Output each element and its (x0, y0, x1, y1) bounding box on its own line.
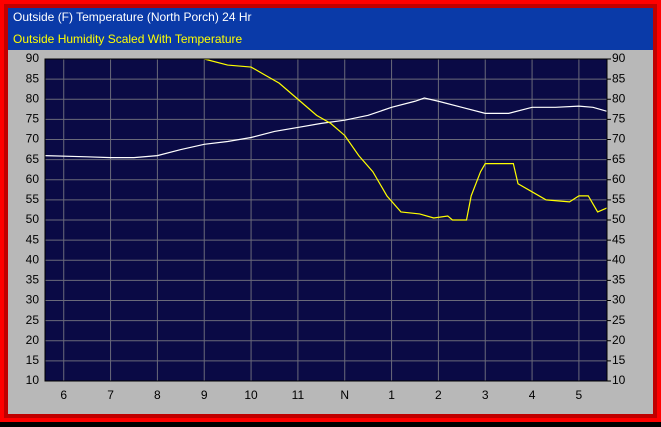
x-tick-label: 4 (529, 388, 536, 402)
x-tick-label: 11 (292, 388, 305, 402)
y-tick-label: 85 (26, 71, 40, 85)
y2-tick-label: 65 (612, 152, 626, 166)
y2-tick-label: 30 (612, 293, 626, 307)
y2-tick-label: 50 (612, 212, 626, 226)
y2-tick-label: 15 (612, 353, 626, 367)
y2-tick-label: 35 (612, 273, 626, 287)
y-tick-label: 25 (26, 313, 40, 327)
x-tick-label: N (340, 388, 349, 402)
x-tick-label: 9 (201, 388, 208, 402)
x-tick-label: 2 (435, 388, 442, 402)
y-tick-label: 70 (26, 132, 40, 146)
header (8, 8, 653, 50)
y2-tick-label: 55 (612, 192, 626, 206)
x-tick-label: 3 (482, 388, 489, 402)
y-tick-label: 30 (26, 293, 40, 307)
series-line (204, 58, 608, 221)
y2-tick-label: 10 (612, 373, 626, 387)
y-tick-label: 60 (26, 172, 40, 186)
x-tick-label: 10 (244, 388, 258, 402)
y-tick-label: 55 (26, 192, 40, 206)
x-tick-label: 1 (388, 388, 395, 402)
plot-border (44, 58, 608, 382)
y2-tick-label: 85 (612, 71, 626, 85)
y2-tick-label: 40 (612, 252, 626, 266)
x-tick-label: 6 (60, 388, 67, 402)
chart-subtitle: Outside Humidity Scaled With Temperature (13, 32, 243, 46)
y2-tick-label: 20 (612, 333, 626, 347)
y2-tick-label: 25 (612, 313, 626, 327)
x-tick-label: 7 (107, 388, 114, 402)
y-tick-label: 35 (26, 273, 40, 287)
y2-tick-label: 70 (612, 132, 626, 146)
chart-title: Outside (F) Temperature (North Porch) 24… (13, 10, 252, 24)
y-tick-label: 45 (26, 232, 40, 246)
y2-tick-label: 90 (612, 51, 626, 65)
y-tick-label: 65 (26, 152, 40, 166)
y-tick-label: 40 (26, 252, 40, 266)
y-tick-label: 75 (26, 112, 40, 126)
x-tick-label: 5 (576, 388, 583, 402)
series-line (44, 97, 608, 159)
y-tick-label: 20 (26, 333, 40, 347)
y2-tick-label: 60 (612, 172, 626, 186)
y-tick-label: 90 (26, 51, 40, 65)
y2-tick-label: 75 (612, 112, 626, 126)
y-tick-label: 15 (26, 353, 40, 367)
y-tick-label: 80 (26, 91, 40, 105)
y2-tick-label: 45 (612, 232, 626, 246)
y-tick-label: 10 (26, 373, 40, 387)
x-tick-label: 8 (154, 388, 161, 402)
y-tick-label: 50 (26, 212, 40, 226)
y2-tick-label: 80 (612, 91, 626, 105)
